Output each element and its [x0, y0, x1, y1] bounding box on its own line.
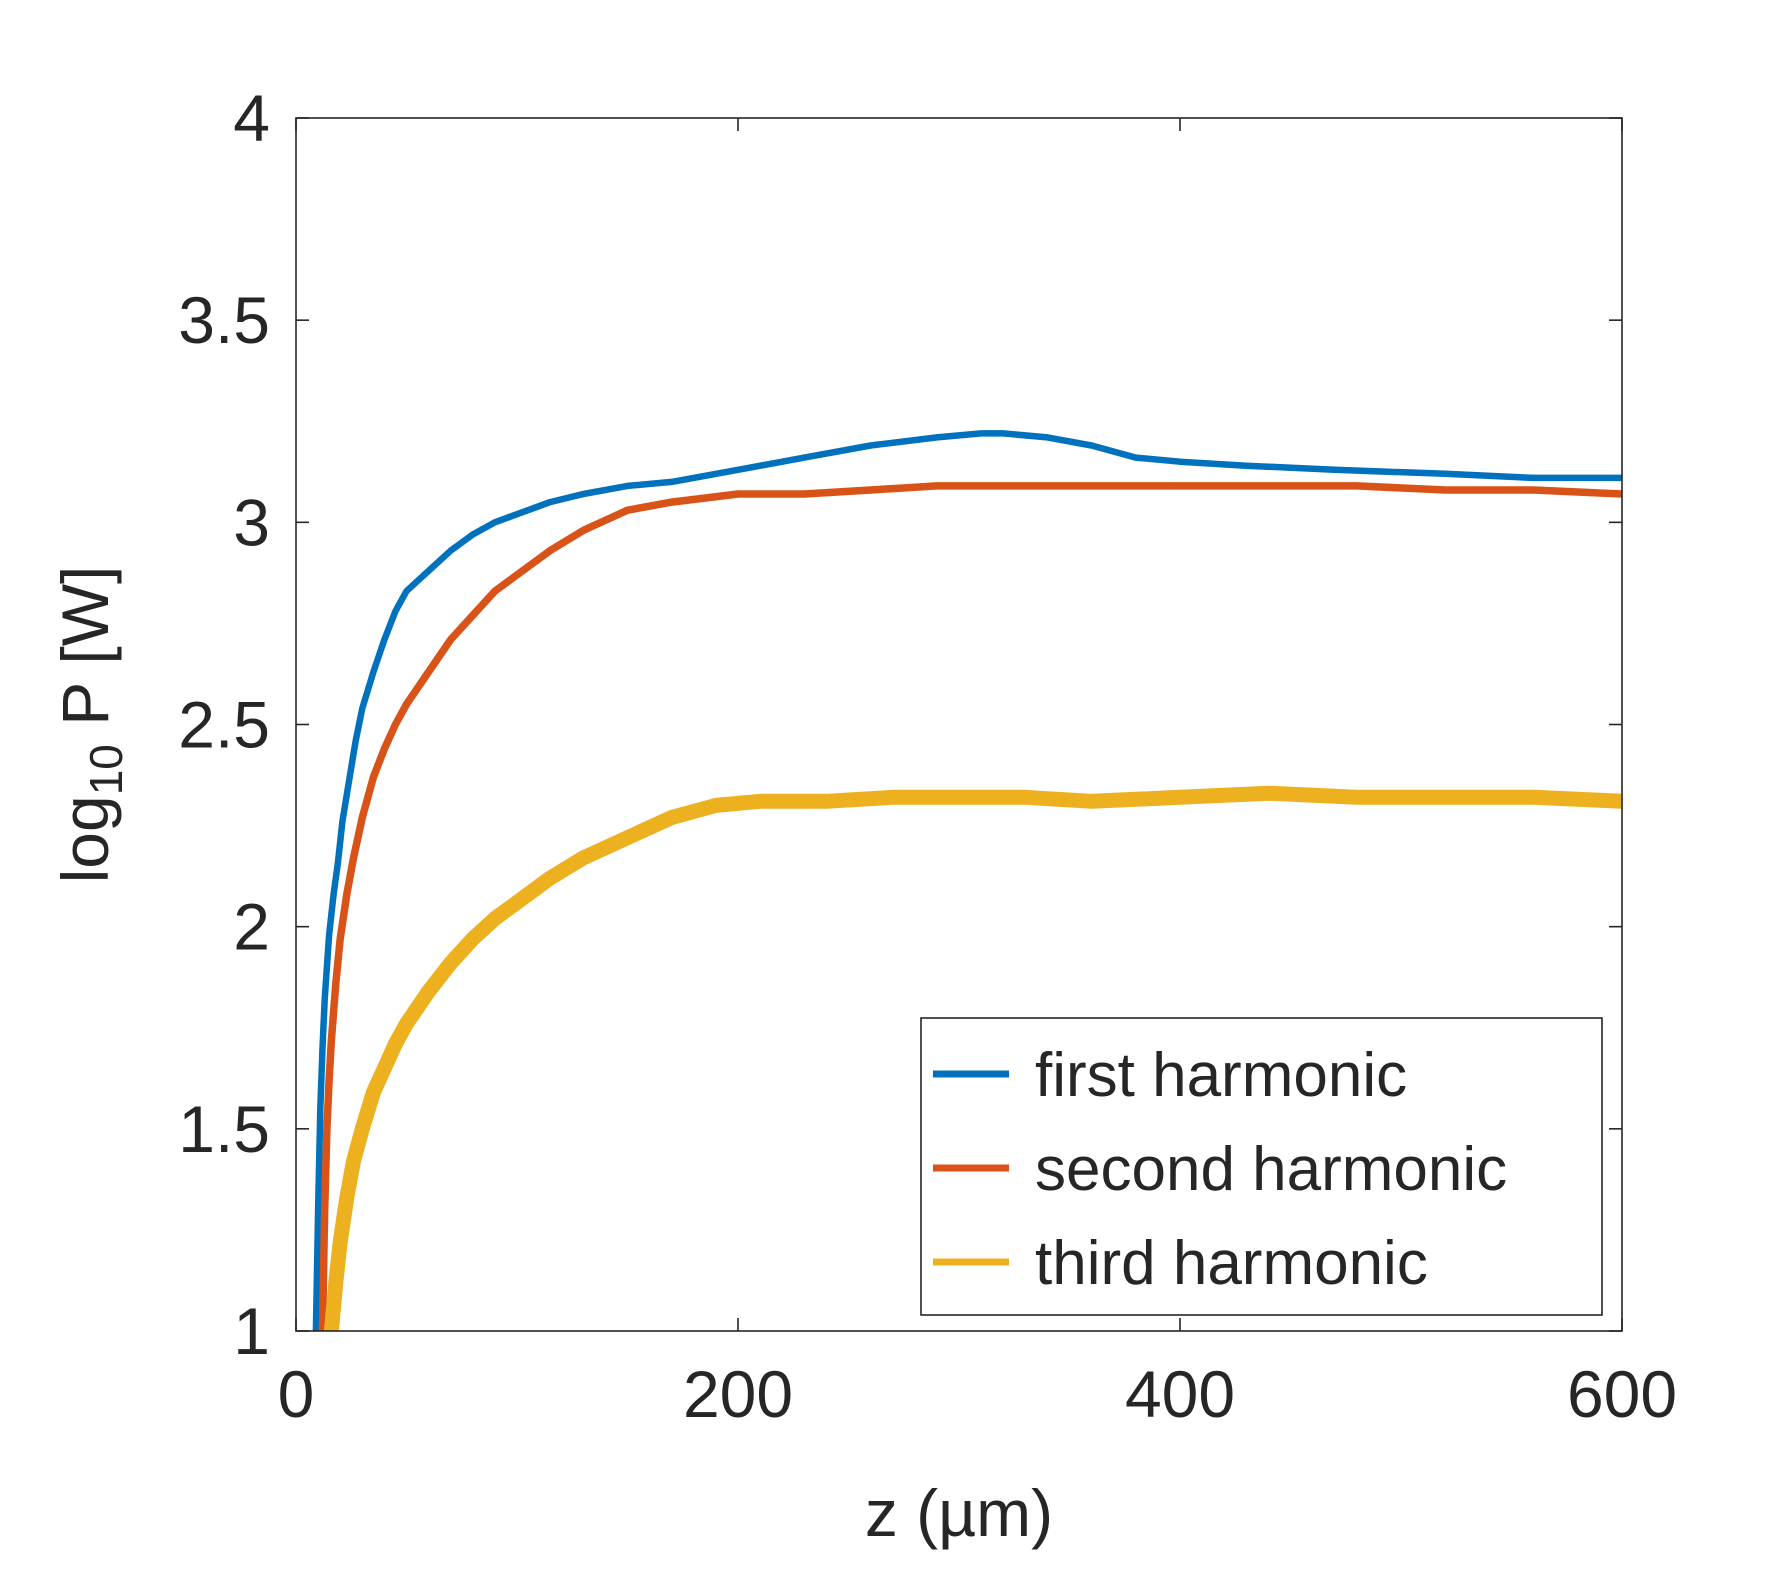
y-tick-label: 3: [233, 485, 270, 559]
x-tick-label: 400: [1125, 1357, 1235, 1431]
legend-box: [920, 1017, 1603, 1316]
tick-labels: 0 200 400 600 1 1.5 2 2.5 3 3.5 4: [178, 81, 1677, 1431]
y-axis-label: log10 P [W]: [48, 566, 132, 884]
legend-label: third harmonic: [1035, 1229, 1428, 1298]
y-axis-label-tail: P [W]: [48, 566, 122, 744]
x-axis-label: z (µm): [865, 1476, 1053, 1550]
legend: first harmonic second harmonic third harmo…: [920, 1017, 1603, 1316]
legend-label: second harmonic: [1035, 1135, 1507, 1204]
series-line-second-harmonic: [318, 482, 1623, 1332]
y-tick-label: 4: [233, 81, 270, 155]
y-tick-label: 1: [233, 1294, 270, 1368]
series-line-third-harmonic: [323, 785, 1623, 1332]
y-tick-label: 2: [233, 890, 270, 964]
series-line-first-harmonic: [312, 430, 1622, 1332]
legend-items: first harmonic second harmonic third harmo…: [933, 1041, 1507, 1298]
x-tick-label: 200: [683, 1357, 793, 1431]
y-axis-label-main: log: [48, 795, 122, 883]
x-tick-label: 600: [1567, 1357, 1677, 1431]
x-tick-label: 0: [278, 1357, 315, 1431]
series-lines: [312, 430, 1623, 1332]
y-axis-label-subscript: 10: [80, 744, 132, 795]
legend-label: first harmonic: [1035, 1041, 1407, 1110]
axes-box: [295, 117, 1623, 1332]
y-tick-label: 3.5: [178, 283, 270, 357]
y-tick-label: 2.5: [178, 688, 270, 762]
y-tick-label: 1.5: [178, 1092, 270, 1166]
